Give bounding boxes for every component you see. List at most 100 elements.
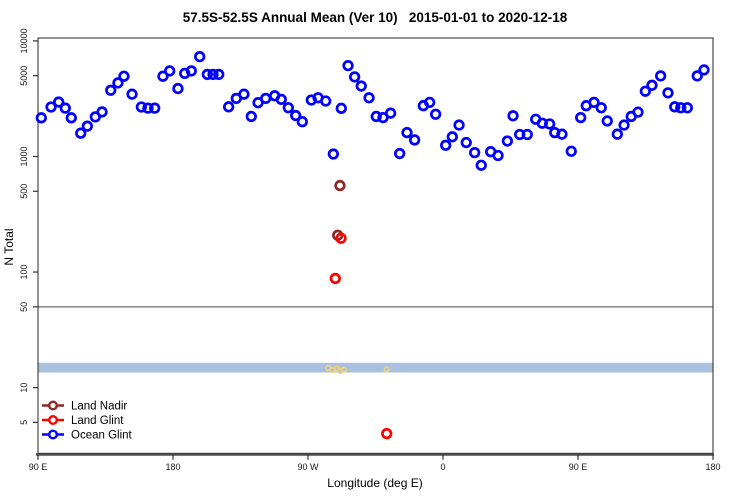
ocean-glint-point [698, 64, 710, 76]
ocean-glint-point [681, 102, 693, 114]
ocean-glint-point [327, 148, 340, 160]
ocean-glint-point [424, 96, 436, 109]
ocean-glint-point [565, 145, 577, 157]
ocean-glint-point [363, 92, 375, 104]
x-axis-label: Longitude (deg E) [327, 476, 423, 490]
ocean-glint-point [370, 110, 382, 123]
ocean-glint-point [290, 109, 302, 122]
ocean-glint-point [446, 131, 458, 143]
ocean-glint-point [618, 119, 630, 131]
ocean-glint-point [207, 68, 219, 81]
legend-item-ocean-glint-label: Ocean Glint [71, 430, 133, 442]
land-nadir-point [334, 179, 346, 192]
ocean-glint-point [81, 120, 93, 132]
ocean-glint-point [282, 102, 295, 114]
ocean-glint-point [409, 134, 421, 146]
ocean-glint-point [53, 96, 65, 108]
y-tick-label: 500 [19, 184, 29, 199]
ocean-glint-point [501, 135, 514, 147]
x-tick-label: 90 W [297, 462, 319, 472]
legend-item-land-glint-key-marker [48, 415, 59, 426]
ocean-glint-point [601, 115, 613, 127]
ocean-glint-point [611, 128, 623, 140]
ocean-glint-point [149, 102, 161, 114]
ocean-glint-point [394, 147, 406, 160]
chart-title: 57.5S-52.5S Annual Mean (Ver 10) 2015-01… [182, 10, 568, 25]
land-glint-point [335, 232, 347, 244]
ocean-glint-point [453, 119, 465, 131]
y-tick-label: 100 [19, 265, 29, 280]
ocean-glint-point [662, 87, 674, 99]
ocean-glint-point [45, 101, 57, 113]
ocean-glint-point [65, 112, 77, 124]
y-tick-label: 10000 [19, 28, 29, 53]
ocean-glint-point [507, 110, 519, 122]
y-tick-label: 5 [19, 420, 29, 425]
ocean-glint-point [639, 85, 651, 97]
ocean-glint-point [691, 70, 703, 82]
ocean-glint-point [96, 106, 108, 118]
ocean-glint-point [469, 146, 481, 159]
land-glint-point [329, 272, 341, 285]
legend-item-land-glint-label: Land Glint [71, 415, 124, 427]
ocean-glint-point [164, 65, 176, 77]
legend-item-land-nadir-key-marker [48, 400, 59, 411]
ocean-glint-point [669, 101, 681, 113]
ocean-glint-point [675, 102, 687, 114]
ocean-glint-point [492, 149, 504, 162]
y-tick-label: 5000 [19, 66, 29, 86]
legend-item-land-nadir-label: Land Nadir [71, 401, 127, 413]
y-tick-label: 50 [19, 302, 29, 312]
x-tick-label: 0 [440, 462, 445, 472]
ocean-glint-point [575, 111, 587, 124]
x-tick-label: 90 E [569, 462, 588, 472]
ocean-glint-point [59, 102, 71, 114]
ocean-glint-point [595, 102, 607, 114]
y-tick-label: 1000 [19, 146, 29, 166]
ocean-glint-point [460, 136, 472, 149]
ocean-glint-point [275, 93, 287, 106]
ocean-glint-point [112, 77, 124, 89]
ocean-glint-point [655, 70, 667, 82]
ocean-glint-point [185, 65, 197, 77]
ocean-glint-point [296, 116, 308, 128]
y-axis-label: N Total [2, 228, 16, 266]
ocean-glint-point [157, 70, 169, 82]
ocean-glint-point [475, 159, 487, 171]
ocean-glint-point [245, 110, 257, 123]
ocean-glint-point [521, 128, 533, 141]
ocean-glint-point [349, 71, 361, 83]
unlabeled-yellow-point [383, 366, 390, 373]
plot-border [37, 37, 714, 454]
ocean-glint-point [201, 68, 214, 81]
ocean-glint-point [142, 102, 154, 114]
ocean-glint-point [556, 128, 568, 140]
ocean-glint-point [126, 88, 138, 100]
ocean-glint-point [238, 88, 250, 100]
ocean-glint-point [646, 79, 658, 91]
x-tick-label: 180 [165, 462, 180, 472]
x-tick-label: 180 [705, 462, 720, 472]
ocean-glint-point [172, 82, 184, 95]
ocean-glint-point [335, 102, 347, 114]
highlight-band [38, 362, 713, 373]
ocean-glint-point [35, 112, 47, 124]
ocean-glint-point [135, 101, 148, 113]
ocean-glint-point [75, 127, 87, 139]
ocean-glint-point [118, 70, 130, 82]
ocean-glint-point [105, 84, 117, 96]
ocean-glint-point [430, 108, 442, 120]
ocean-glint-point [194, 50, 206, 63]
unlabeled-yellow-point [340, 366, 348, 373]
ocean-glint-point [222, 101, 235, 113]
ocean-glint-point [213, 68, 225, 81]
ocean-glint-point [385, 107, 397, 119]
ocean-glint-point [342, 59, 354, 72]
ocean-glint-point [588, 96, 600, 109]
ocean-glint-point [355, 80, 367, 92]
legend-item-ocean-glint-key-marker [48, 429, 59, 440]
land-glint-point [381, 427, 393, 440]
y-tick-label: 10 [19, 383, 29, 393]
